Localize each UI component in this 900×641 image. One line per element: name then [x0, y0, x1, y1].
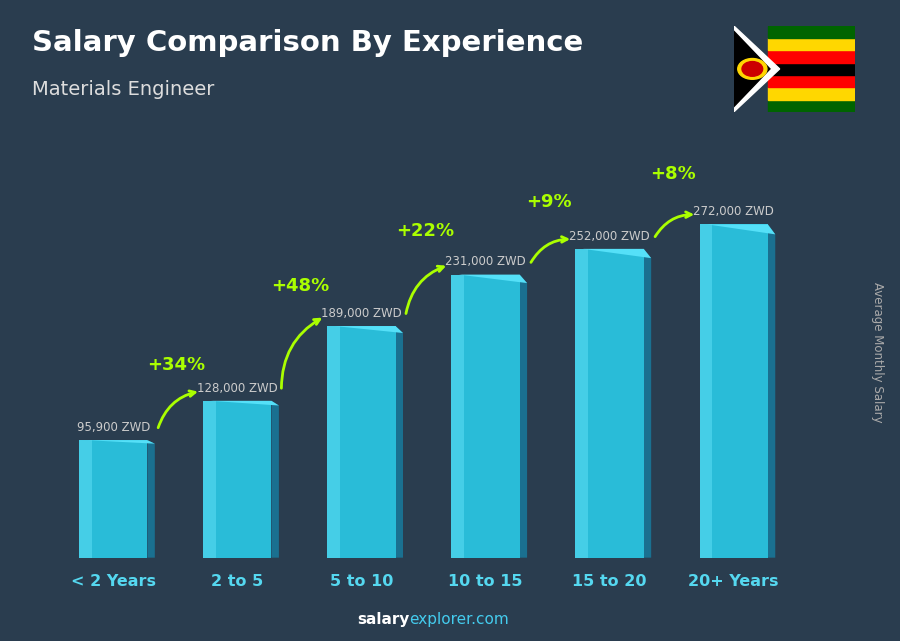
Polygon shape: [452, 274, 519, 558]
Text: 95,900 ZWD: 95,900 ZWD: [76, 421, 150, 434]
Bar: [768, 75, 855, 87]
Polygon shape: [79, 440, 148, 558]
Polygon shape: [328, 326, 339, 558]
Polygon shape: [768, 224, 775, 558]
Text: +22%: +22%: [396, 222, 454, 240]
Polygon shape: [328, 326, 403, 333]
Polygon shape: [699, 224, 768, 558]
Text: +8%: +8%: [650, 165, 696, 183]
Polygon shape: [644, 249, 652, 558]
Text: 231,000 ZWD: 231,000 ZWD: [446, 256, 526, 269]
Bar: [768, 51, 855, 63]
Polygon shape: [328, 326, 396, 558]
Text: Average Monthly Salary: Average Monthly Salary: [871, 282, 884, 423]
Bar: [768, 26, 855, 38]
Text: explorer.com: explorer.com: [410, 612, 509, 627]
Polygon shape: [519, 274, 527, 558]
Polygon shape: [452, 274, 464, 558]
Polygon shape: [575, 249, 652, 258]
Polygon shape: [203, 401, 216, 558]
Bar: [768, 100, 855, 112]
Polygon shape: [575, 249, 644, 558]
Polygon shape: [203, 401, 272, 558]
Text: 252,000 ZWD: 252,000 ZWD: [569, 229, 650, 243]
Polygon shape: [396, 326, 403, 558]
Polygon shape: [575, 249, 588, 558]
Text: +48%: +48%: [272, 278, 329, 296]
Polygon shape: [148, 440, 155, 558]
Polygon shape: [79, 440, 92, 558]
Text: 128,000 ZWD: 128,000 ZWD: [197, 381, 278, 395]
Polygon shape: [272, 401, 279, 558]
Text: Materials Engineer: Materials Engineer: [32, 80, 214, 99]
Polygon shape: [203, 401, 279, 406]
Text: +9%: +9%: [526, 193, 572, 211]
Bar: [768, 63, 855, 75]
Circle shape: [742, 62, 762, 76]
Polygon shape: [734, 26, 779, 112]
Polygon shape: [699, 224, 775, 235]
Bar: [768, 38, 855, 51]
Polygon shape: [452, 274, 527, 283]
Circle shape: [738, 58, 767, 79]
Text: +34%: +34%: [148, 356, 205, 374]
Text: Salary Comparison By Experience: Salary Comparison By Experience: [32, 29, 583, 57]
Text: 272,000 ZWD: 272,000 ZWD: [693, 205, 774, 218]
Polygon shape: [699, 224, 712, 558]
Polygon shape: [734, 31, 770, 107]
Bar: [768, 87, 855, 100]
Text: 189,000 ZWD: 189,000 ZWD: [321, 307, 401, 320]
Polygon shape: [79, 440, 155, 444]
Text: salary: salary: [357, 612, 410, 627]
